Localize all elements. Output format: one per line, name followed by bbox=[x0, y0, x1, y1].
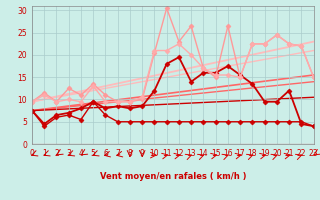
X-axis label: Vent moyen/en rafales ( km/h ): Vent moyen/en rafales ( km/h ) bbox=[100, 172, 246, 181]
